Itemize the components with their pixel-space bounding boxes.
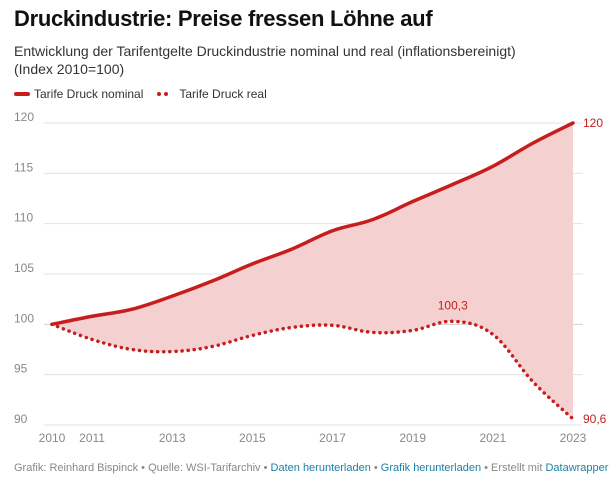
y-tick-label: 115 — [14, 160, 33, 174]
legend-label: Tarife Druck nominal — [34, 87, 144, 101]
download-chart-link[interactable]: Grafik herunterladen — [380, 462, 482, 474]
y-tick-label: 90 — [14, 412, 28, 426]
legend: Tarife Druck nominal Tarife Druck real — [14, 87, 281, 101]
x-tick-label: 2021 — [479, 431, 506, 445]
legend-item-real: Tarife Druck real — [157, 87, 267, 101]
footer-separator: • — [481, 462, 492, 474]
footer-separator: • — [138, 462, 149, 474]
footer-separator: • — [370, 462, 381, 474]
data-label: 90,6 — [583, 412, 607, 426]
data-labels: 120 100,3 90,6 — [438, 116, 607, 426]
footer: Grafik: Reinhard Bispinck • Quelle: WSI-… — [14, 462, 608, 474]
subtitle-line-2: (Index 2010=100) — [14, 61, 125, 77]
footer-separator: • — [260, 462, 271, 474]
x-tick-label: 2017 — [319, 431, 346, 445]
x-tick-label: 2023 — [560, 431, 587, 445]
y-tick-label: 100 — [14, 311, 34, 325]
x-tick-label: 2011 — [79, 431, 105, 445]
y-tick-label: 95 — [14, 362, 28, 376]
legend-swatch-solid-line — [14, 92, 30, 96]
x-tick-label: 2010 — [39, 431, 66, 445]
download-data-link[interactable]: Daten herunterladen — [270, 462, 371, 474]
chart-subtitle: Entwicklung der Tarifentgelte Druckindus… — [14, 42, 516, 78]
series-line-nominal — [50, 121, 575, 327]
area-between-series — [52, 123, 573, 419]
data-label: 100,3 — [438, 298, 468, 312]
y-tick-label: 110 — [14, 211, 33, 225]
footer-source: Quelle: WSI-Tarifarchiv — [148, 462, 261, 474]
footer-author: Grafik: Reinhard Bispinck — [14, 462, 139, 474]
y-axis-ticks: 90 95 100 105 110 115 120 — [14, 110, 34, 426]
y-tick-label: 120 — [14, 110, 34, 124]
legend-label: Tarife Druck real — [179, 87, 267, 101]
line-chart: 90 95 100 105 110 115 120 2010 2011 2013 2015 2017… — [14, 110, 607, 445]
y-tick-label: 105 — [14, 261, 34, 275]
series-line-real — [50, 319, 575, 421]
chart-title: Druckindustrie: Preise fressen Löhne auf — [14, 6, 433, 31]
x-tick-label: 2019 — [399, 431, 426, 445]
footer-created-with: Erstellt mit — [491, 462, 543, 474]
datawrapper-link[interactable]: Datawrapper — [545, 462, 609, 474]
x-axis-ticks: 2010 2011 2013 2015 2017 2019 2021 2023 — [39, 431, 587, 445]
legend-swatch-dotted-line — [157, 92, 171, 96]
legend-item-nominal: Tarife Druck nominal — [14, 87, 143, 101]
data-label: 120 — [583, 116, 603, 130]
x-tick-label: 2015 — [239, 431, 266, 445]
subtitle-line-1: Entwicklung der Tarifentgelte Druckindus… — [14, 43, 516, 59]
x-tick-label: 2013 — [159, 431, 186, 445]
